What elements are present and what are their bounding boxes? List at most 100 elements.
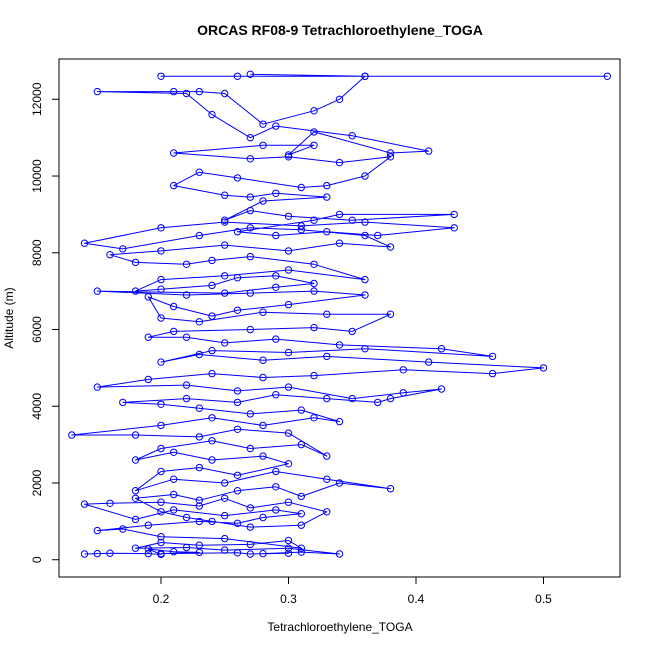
data-point <box>157 247 165 255</box>
data-point <box>386 394 395 403</box>
data-point <box>348 132 356 140</box>
series-layer <box>68 70 611 559</box>
data-point <box>259 513 267 522</box>
data-point <box>386 310 395 318</box>
data-point <box>233 519 242 527</box>
data-point <box>348 327 356 336</box>
data-point <box>233 228 242 236</box>
data-point <box>170 149 178 157</box>
y-tick-label: 2000 <box>30 469 44 496</box>
data-point <box>157 538 165 547</box>
data-point <box>437 345 446 353</box>
data-point <box>233 487 242 495</box>
data-point <box>208 110 216 119</box>
data-point <box>284 348 293 357</box>
chart-title: ORCAS RF08-9 Tetrachloroethylene_TOGA <box>197 22 483 38</box>
data-point <box>93 87 102 96</box>
data-point <box>93 526 102 535</box>
data-point <box>488 352 497 361</box>
data-point <box>195 541 204 549</box>
data-point <box>374 231 382 240</box>
data-point <box>310 287 318 295</box>
data-point <box>221 494 229 502</box>
data-point <box>131 456 140 464</box>
data-point <box>297 548 305 556</box>
data-point <box>361 231 369 240</box>
data-point <box>450 224 458 232</box>
data-point <box>297 510 305 518</box>
data-point <box>297 226 305 234</box>
data-point <box>361 345 369 353</box>
y-axis: 0 2000 4000 6000 8000 10000 12000 <box>30 82 60 563</box>
data-point <box>182 89 191 98</box>
data-point <box>246 155 255 163</box>
data-point <box>246 70 255 79</box>
data-point <box>310 371 318 380</box>
data-point <box>144 549 153 558</box>
data-point <box>170 327 178 336</box>
data-point <box>195 433 204 441</box>
data-point <box>272 189 280 198</box>
data-point <box>246 410 255 418</box>
data-point <box>170 87 178 96</box>
data-point <box>233 274 242 282</box>
data-point <box>386 149 395 157</box>
data-point <box>425 358 433 366</box>
data-point <box>221 191 229 199</box>
data-point <box>208 346 216 355</box>
data-point <box>80 550 89 558</box>
data-point <box>374 398 382 407</box>
data-point <box>170 448 178 456</box>
data-point <box>246 325 255 334</box>
data-point <box>246 206 255 215</box>
data-point <box>310 323 318 332</box>
data-point <box>246 224 255 232</box>
data-point <box>259 421 267 430</box>
data-point <box>335 239 344 247</box>
data-point <box>310 141 318 150</box>
data-point <box>246 289 255 297</box>
data-point <box>221 511 229 520</box>
data-point <box>297 406 305 414</box>
data-point <box>208 517 216 526</box>
data-point <box>361 291 369 299</box>
data-point <box>323 352 331 361</box>
data-point <box>195 168 204 176</box>
data-point <box>259 373 267 382</box>
data-point <box>119 398 127 407</box>
data-point <box>182 381 191 389</box>
data-point <box>539 364 548 372</box>
y-tick-label: 8000 <box>30 239 44 266</box>
data-point <box>488 369 497 378</box>
data-point <box>284 536 293 545</box>
data-point <box>157 467 165 476</box>
data-point <box>386 153 395 161</box>
data-point <box>221 272 229 280</box>
data-point <box>157 275 165 284</box>
data-point <box>284 300 293 309</box>
data-point <box>195 318 204 326</box>
data-point <box>284 153 293 161</box>
data-point <box>195 463 204 472</box>
data-point <box>323 193 331 201</box>
data-point <box>310 279 318 288</box>
data-point <box>182 291 191 299</box>
data-point <box>170 548 178 556</box>
data-point <box>93 383 102 391</box>
data-point <box>272 283 280 291</box>
data-point <box>195 517 204 526</box>
plot-frame <box>58 58 621 578</box>
data-point <box>323 181 331 190</box>
data-point <box>131 287 140 295</box>
data-point <box>259 120 267 128</box>
data-point <box>221 241 229 249</box>
data-point <box>233 174 242 182</box>
data-point <box>246 193 255 201</box>
data-point <box>233 425 242 433</box>
data-point <box>157 421 165 430</box>
data-point <box>195 87 204 96</box>
data-point <box>272 231 280 240</box>
data-point <box>80 500 89 508</box>
data-point <box>399 366 407 374</box>
